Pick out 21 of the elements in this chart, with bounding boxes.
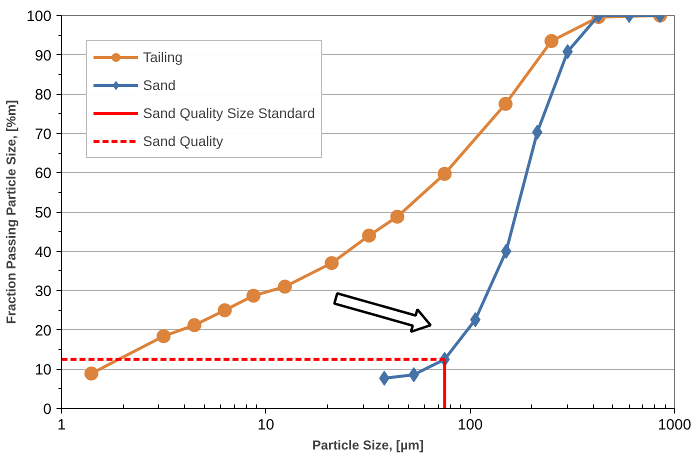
x-tick-label: 100	[458, 416, 483, 434]
x-tick-label: 10	[257, 416, 274, 434]
y-tick-label: 30	[34, 283, 52, 300]
legend-label: Tailing	[143, 49, 183, 65]
x-tick-label: 1	[57, 416, 66, 434]
legend-label: Sand	[143, 77, 176, 93]
y-tick-label: 80	[34, 86, 52, 104]
legend-label: Sand Quality	[143, 133, 224, 149]
y-tick-label: 10	[34, 362, 52, 379]
x-axis-title: Particle Size, [µm]	[312, 438, 424, 452]
y-tick-label: 100	[26, 8, 52, 25]
y-tick-label: 70	[34, 126, 52, 143]
y-tick-label: 90	[34, 47, 52, 64]
y-axis-title: Fraction Passing Particle Size, [%m]	[3, 100, 18, 324]
y-tick-label: 60	[34, 165, 52, 182]
y-tick-label: 50	[34, 204, 52, 222]
x-tick-label: 1000	[658, 416, 692, 434]
y-tick-label: 20	[34, 322, 52, 340]
legend-label: Sand Quality Size Standard	[143, 105, 315, 121]
y-tick-label: 0	[43, 401, 52, 418]
y-tick-label: 40	[34, 244, 52, 261]
